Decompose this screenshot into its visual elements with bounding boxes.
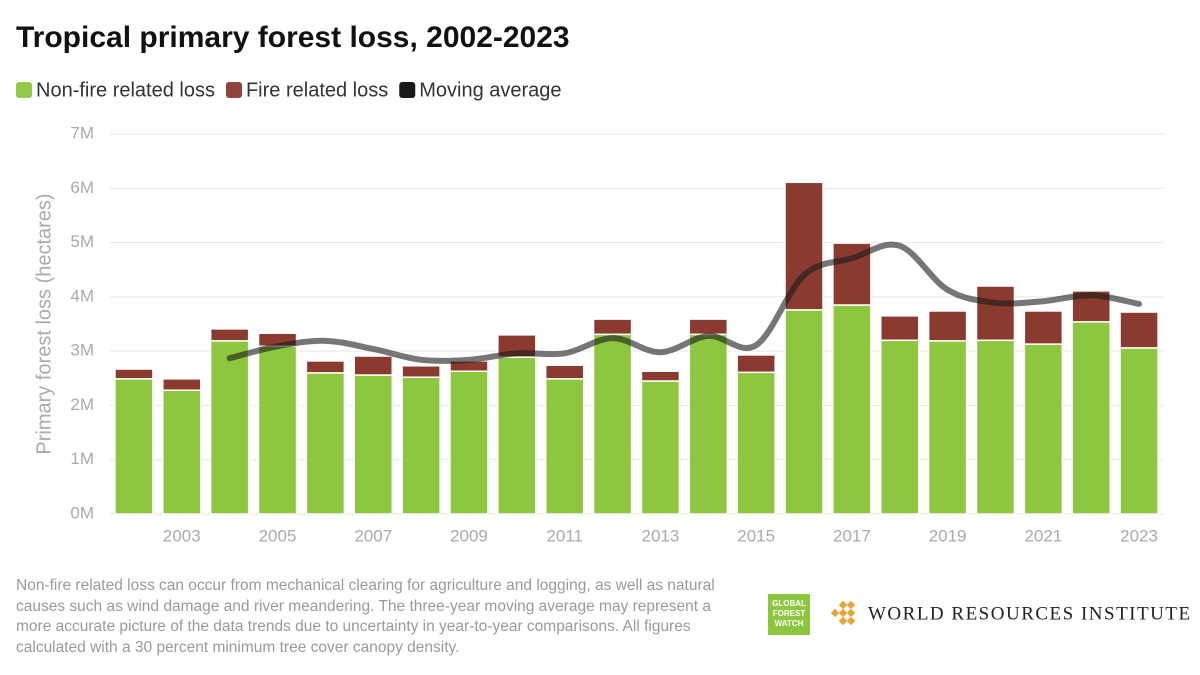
bar-segment <box>162 389 202 515</box>
bar-segment <box>1071 321 1111 515</box>
x-tick-label: 2021 <box>1024 526 1062 545</box>
y-tick-label: 4M <box>70 286 94 305</box>
bar-segment <box>353 355 393 376</box>
bar-segment <box>1119 347 1159 515</box>
x-tick-label: 2013 <box>642 526 680 545</box>
x-tick-label: 2017 <box>833 526 871 545</box>
bar-segment <box>353 374 393 515</box>
legend-swatch <box>399 82 416 98</box>
y-tick-label: 0M <box>70 503 94 522</box>
bar-segment <box>544 378 585 515</box>
bar-segment <box>1023 343 1064 515</box>
bar-segment <box>449 370 489 515</box>
x-tick-label: 2005 <box>259 526 297 545</box>
bar-segment <box>257 345 298 515</box>
bar-segment <box>114 378 154 515</box>
bar-segment <box>305 360 346 374</box>
chart-title: Tropical primary forest loss, 2002-2023 <box>16 21 570 54</box>
bar-segment <box>832 304 872 515</box>
bar-segment <box>114 368 154 380</box>
bar-segment <box>305 372 346 515</box>
bar-segment <box>640 380 681 515</box>
gfw-logo-text: FOREST <box>773 609 806 618</box>
bar-segment <box>1119 311 1159 349</box>
bar-segment <box>688 318 729 336</box>
x-tick-label: 2015 <box>737 526 775 545</box>
bar-segment <box>592 333 633 515</box>
bar-segment <box>736 354 776 374</box>
x-tick-label: 2019 <box>929 526 967 545</box>
footnote: Non-fire related loss can occur from mec… <box>16 577 715 656</box>
bar-segment <box>880 315 920 342</box>
bar-segment <box>497 356 537 515</box>
bar-segment <box>1023 310 1064 345</box>
x-tick-label: 2003 <box>163 526 201 545</box>
gfw-logo-text: WATCH <box>775 619 804 628</box>
legend-swatch <box>225 82 242 98</box>
gfw-logo-box <box>768 594 810 635</box>
bar-segment <box>401 376 441 515</box>
gfw-logo-text: GLOBAL <box>772 599 806 608</box>
bar-segment <box>880 339 920 515</box>
x-tick-label: 2023 <box>1120 526 1158 545</box>
bar-segment <box>401 365 441 378</box>
legend-label: Moving average <box>419 79 561 101</box>
bar-segment <box>209 328 250 342</box>
wri-logo-icon <box>830 600 856 626</box>
y-tick-label: 5M <box>70 232 94 251</box>
moving-average-line <box>226 241 1143 364</box>
bar-segment <box>592 318 633 336</box>
bar-segment <box>927 340 968 515</box>
bar-segment <box>688 333 729 515</box>
x-tick-label: 2011 <box>546 526 583 545</box>
y-tick-label: 7M <box>70 123 94 142</box>
bar-segment <box>736 371 776 515</box>
legend-swatch <box>16 82 32 98</box>
wri-logo-text: WORLD RESOURCES INSTITUTE <box>868 603 1192 624</box>
bar-segment <box>640 370 681 382</box>
bar-segment <box>544 364 585 380</box>
bar-segment <box>975 285 1016 342</box>
y-tick-label: 2M <box>70 395 94 414</box>
legend-label: Non-fire related loss <box>36 79 215 101</box>
bar-segment <box>975 339 1016 515</box>
bar-segment <box>209 340 250 515</box>
y-tick-label: 1M <box>70 449 94 468</box>
legend-label: Fire related loss <box>246 79 388 101</box>
bar-segment <box>162 378 202 391</box>
y-tick-label: 6M <box>70 178 94 197</box>
x-tick-label: 2009 <box>450 526 488 545</box>
bar-segment <box>927 310 968 342</box>
y-tick-label: 3M <box>70 341 94 360</box>
x-tick-label: 2007 <box>354 526 392 545</box>
y-axis-label: Primary forest loss (hectares) <box>33 193 55 454</box>
bar-segment <box>784 309 824 515</box>
